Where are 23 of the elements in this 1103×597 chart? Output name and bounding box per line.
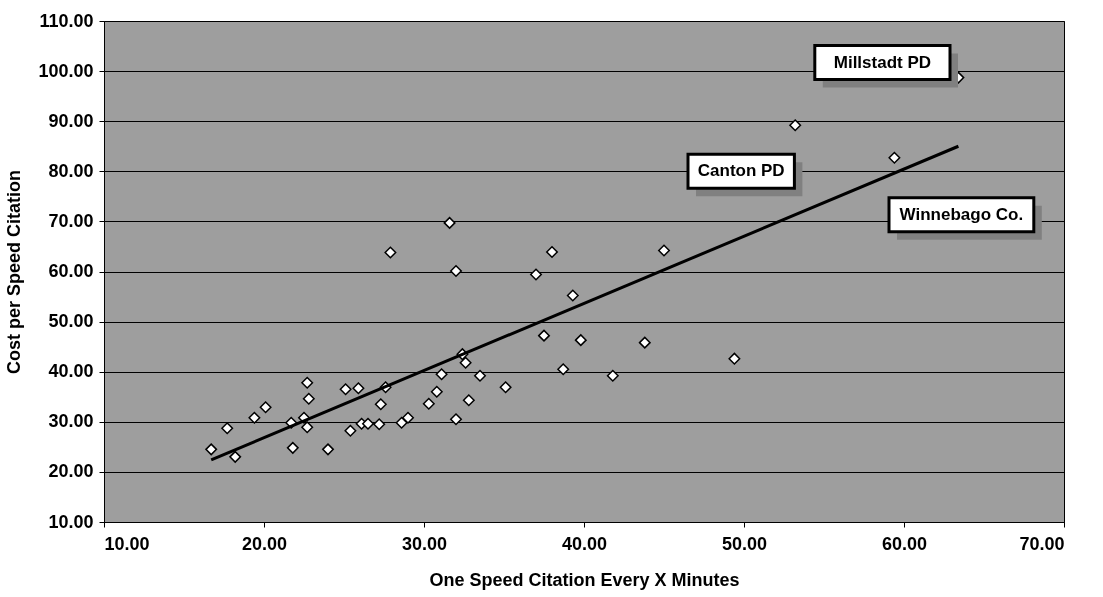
y-tick-label: 80.00 bbox=[48, 160, 94, 181]
x-tick-label: 20.00 bbox=[241, 533, 288, 554]
x-tick-label: 70.00 bbox=[1019, 533, 1065, 554]
y-tick-label: 100.00 bbox=[38, 60, 94, 81]
y-tick-label: 50.00 bbox=[48, 311, 94, 332]
x-tick-label: 10.00 bbox=[104, 533, 150, 554]
annotation: Millstadt PD bbox=[833, 52, 932, 72]
x-tick-label: 40.00 bbox=[561, 533, 608, 554]
y-tick-label: 40.00 bbox=[48, 361, 94, 382]
y-tick-label: 90.00 bbox=[48, 110, 94, 131]
y-tick-label: 60.00 bbox=[48, 261, 94, 281]
x-tick-label: 30.00 bbox=[401, 533, 448, 554]
y-tick-label: 10.00 bbox=[48, 511, 94, 532]
x-tick-label: 60.00 bbox=[881, 533, 928, 554]
y-axis-title: Cost per Speed Citation bbox=[4, 169, 25, 375]
y-tick-label: 30.00 bbox=[48, 411, 94, 432]
annotation: Winnebago Co. bbox=[899, 204, 1024, 224]
x-axis-title: One Speed Citation Every X Minutes bbox=[429, 569, 740, 590]
x-tick-label: 50.00 bbox=[721, 533, 768, 554]
annotation: Canton PD bbox=[697, 161, 785, 181]
y-tick-label: 20.00 bbox=[48, 461, 94, 482]
y-tick-label: 70.00 bbox=[48, 210, 94, 231]
y-tick-label: 110.00 bbox=[39, 10, 94, 31]
